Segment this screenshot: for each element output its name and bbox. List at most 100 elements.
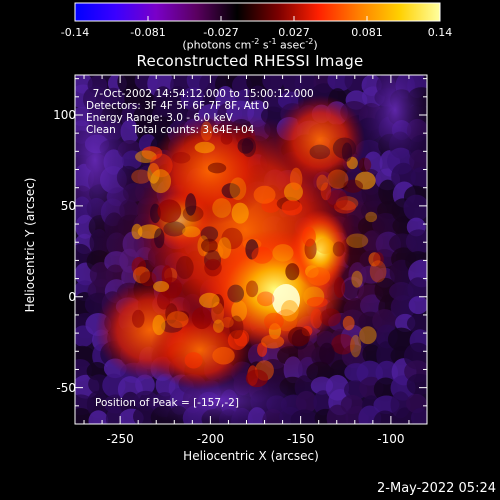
heatmap-texture — [310, 308, 323, 329]
heatmap-cell — [410, 167, 427, 188]
heatmap-texture — [332, 241, 345, 257]
heatmap-texture — [287, 326, 310, 347]
heatmap-cell — [295, 390, 317, 414]
colorbar-tick-label: 0.027 — [278, 26, 310, 39]
heatmap-texture — [221, 317, 234, 328]
heatmap-texture — [154, 228, 165, 249]
plot-frame — [74, 74, 428, 425]
info-time-range: 7-Oct-2002 14:54:12.000 to 15:00:12.000 — [86, 88, 314, 100]
heatmap-image — [75, 75, 427, 424]
heatmap-texture — [306, 296, 328, 308]
heatmap-texture — [135, 150, 157, 164]
heatmap-cell — [124, 83, 143, 111]
heatmap-texture — [289, 167, 303, 191]
heatmap-texture — [369, 260, 387, 283]
heatmap-texture — [199, 292, 220, 308]
heatmap-texture — [204, 258, 222, 277]
x-tick-label: -100 — [377, 432, 405, 446]
x-tick-label: -200 — [196, 432, 224, 446]
heatmap-texture — [157, 199, 182, 223]
info-detectors: Detectors: 3F 4F 5F 6F 7F 8F, Att 0 — [86, 100, 270, 112]
colorbar-ticks — [74, 16, 441, 21]
heatmap-texture — [221, 183, 241, 199]
heatmap-texture — [231, 300, 248, 322]
heatmap-cell — [180, 87, 206, 111]
heatmap-texture — [200, 226, 219, 242]
chart-title: Reconstructed RHESSI Image — [136, 52, 364, 70]
info-energy-range: Energy Range: 3.0 - 6.0 keV — [86, 112, 233, 124]
colorbar-tick-label: 0.081 — [351, 26, 383, 39]
heatmap-texture — [213, 319, 224, 333]
colorbar-units: (photons cm-2 s-1 asec-2) — [182, 37, 318, 52]
heatmap-texture — [131, 223, 143, 240]
heatmap-texture — [152, 314, 166, 336]
heatmap-texture — [194, 141, 215, 154]
y-tick-label: 100 — [53, 107, 76, 122]
heatmap-texture — [359, 326, 377, 345]
heatmap-texture — [212, 198, 232, 218]
heatmap-texture — [320, 308, 342, 327]
heatmap-cell — [395, 407, 415, 424]
heatmap-texture — [185, 193, 197, 216]
heatmap-peak — [272, 284, 300, 316]
heatmap-texture — [373, 252, 384, 267]
heatmap-texture — [207, 162, 227, 174]
heatmap-purple-region — [360, 75, 427, 170]
heatmap-texture — [319, 342, 335, 365]
heatmap-texture — [256, 291, 275, 307]
heatmap-cell — [344, 75, 367, 93]
heatmap-texture — [245, 369, 269, 388]
heatmap-texture — [315, 238, 335, 254]
colorbar-tick-label: -0.081 — [130, 26, 166, 39]
heatmap-cell — [105, 406, 124, 424]
heatmap-texture — [343, 179, 364, 193]
heatmap-texture — [212, 346, 235, 365]
heatmap-cell — [88, 410, 109, 424]
heatmap-texture — [333, 200, 356, 214]
heatmap-texture — [166, 311, 189, 329]
heatmap-texture — [309, 144, 331, 160]
heatmap-texture — [229, 177, 247, 201]
heatmap-texture — [191, 307, 212, 330]
heatmap-texture — [131, 309, 145, 328]
heatmap-cell — [410, 408, 427, 424]
y-tick-label: -50 — [56, 380, 76, 395]
heatmap-texture — [332, 137, 357, 159]
heatmap-texture — [327, 189, 348, 210]
heatmap-texture — [153, 280, 170, 292]
heatmap-texture — [333, 276, 346, 298]
colorbar-tick-label: -0.14 — [60, 26, 90, 39]
heatmap-red-region — [275, 95, 365, 185]
heatmap-texture — [245, 239, 259, 260]
heatmap-texture — [163, 221, 186, 237]
axis-ticks — [75, 75, 428, 424]
x-axis-label: Heliocentric X (arcsec) — [183, 449, 319, 463]
heatmap-texture — [227, 330, 248, 350]
heatmap-texture — [272, 244, 294, 262]
heatmap-texture — [175, 255, 194, 280]
heatmap-texture — [132, 266, 151, 284]
heatmap-texture — [351, 270, 363, 288]
heatmap-texture — [182, 226, 201, 238]
colorbar-tick-label: -0.027 — [203, 26, 239, 39]
heatmap-texture — [201, 238, 218, 253]
heatmap-texture — [280, 299, 299, 322]
heatmap-texture — [184, 352, 203, 369]
heatmap-texture — [307, 267, 331, 286]
heatmap-texture — [264, 312, 284, 330]
heatmap-texture — [221, 227, 243, 250]
heatmap-cell — [168, 102, 188, 124]
colorbar — [74, 2, 441, 22]
heatmap-texture — [227, 284, 245, 303]
heatmap-texture — [316, 174, 329, 191]
heatmap-texture — [211, 301, 224, 324]
heatmap-texture — [172, 151, 191, 164]
heatmap-texture — [139, 271, 157, 287]
heatmap-texture — [131, 169, 151, 184]
heatmap-texture — [253, 185, 276, 204]
heatmap-cell — [86, 390, 108, 418]
heatmap-texture — [346, 233, 369, 249]
heatmap-texture — [327, 169, 349, 189]
heatmap-texture — [331, 333, 355, 355]
heatmap-texture — [350, 334, 362, 358]
